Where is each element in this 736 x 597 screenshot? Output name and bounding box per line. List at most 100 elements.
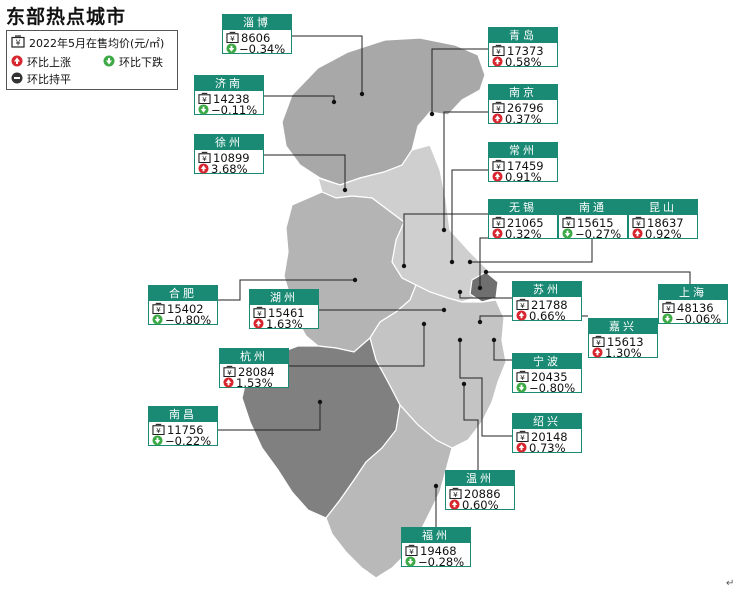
city-location-dot [429,111,435,117]
change-value: 3.68% [211,162,248,176]
change-value: 1.63% [266,317,303,331]
price-tag-icon: ¥ [492,44,505,58]
region-fujian [325,403,453,579]
price-row: ¥21788 [516,298,568,312]
city-location-dot [342,187,348,193]
price-tag-icon: ¥ [449,487,462,501]
svg-text:¥: ¥ [409,547,414,556]
leader-line [218,279,355,301]
price-row: ¥20148 [516,430,568,444]
change-row: −0.80% [516,382,575,395]
price-value: 15461 [268,306,305,320]
price-row: ¥28084 [223,365,275,379]
change-value: −0.06% [675,312,722,326]
region-zhejiang [369,284,507,449]
city-location-dot [477,319,483,325]
city-name: 昆山 [629,200,697,215]
change-row: 0.60% [449,499,499,512]
price-value: 14238 [213,92,250,106]
down-arrow-drop-icon [152,435,163,448]
price-row: ¥21065 [492,216,544,230]
leader-line [292,35,363,94]
price-value: 21788 [531,298,568,312]
price-row: ¥8606 [226,31,270,45]
city-card: 绍兴 ¥20148 0.73% [512,413,582,455]
price-tag-icon: ¥ [226,31,239,45]
price-tag-icon: ¥ [198,151,211,165]
price-tag-icon: ¥ [516,430,529,444]
leader-line [463,384,479,470]
city-card: 徐州 ¥10899 3.68% [194,134,264,176]
svg-text:¥: ¥ [227,368,232,377]
legend-price-label: 2022年5月在售均价(元/㎡) [29,36,165,50]
price-tag-icon: ¥ [11,34,25,51]
change-row: −0.34% [226,43,285,56]
city-card: 南昌 ¥11756 −0.22% [148,406,218,448]
city-card: 无锡 ¥21065 0.32% [488,199,558,241]
change-value: −0.27% [575,227,622,241]
legend-up-row: 环比上涨 [11,54,71,70]
svg-text:¥: ¥ [596,338,601,347]
svg-text:¥: ¥ [453,490,458,499]
city-name: 湖州 [250,290,318,305]
city-card: 常州 ¥17459 0.91% [488,142,558,184]
legend-flat-label: 环比持平 [27,73,71,86]
city-card: 湖州 ¥15461 1.63% [249,289,319,331]
city-location-dot [457,289,463,295]
price-row: ¥15402 [152,302,204,316]
legend-down-label: 环比下跌 [119,56,163,69]
legend-down-row: 环比下跌 [103,54,163,70]
price-value: 8606 [241,31,271,45]
svg-text:¥: ¥ [496,104,501,113]
city-name: 常州 [489,143,557,158]
change-value: 0.58% [505,55,542,69]
price-row: ¥10899 [198,151,250,165]
city-name: 嘉兴 [589,319,657,334]
price-row: ¥11756 [152,423,204,437]
price-value: 48136 [677,301,714,315]
change-row: 1.53% [223,377,273,390]
leader-line [431,48,488,114]
leader-line [486,271,691,284]
change-value: −0.22% [165,434,212,448]
svg-text:¥: ¥ [666,304,671,313]
down-arrow-drop-icon [152,314,163,327]
city-name: 福州 [402,528,470,543]
city-location-dot [401,263,407,269]
change-value: 0.91% [505,170,542,184]
leader-line [470,239,593,263]
city-card: 苏州 ¥21788 0.66% [512,281,582,323]
city-location-dot [352,277,358,283]
city-name: 合肥 [149,286,217,301]
city-card: 宁波 ¥20435 −0.80% [512,353,582,395]
minus-circle-icon [11,72,23,87]
page-title: 东部热点城市 [6,6,127,28]
change-value: 1.53% [236,376,273,390]
price-row: ¥48136 [662,301,714,315]
city-location-dot [449,259,455,265]
change-value: −0.34% [239,42,286,56]
price-value: 17373 [507,44,544,58]
city-card: 淄博 ¥8606 −0.34% [222,14,292,56]
city-location-dot [491,337,497,343]
svg-text:¥: ¥ [520,373,525,382]
region-shandong [281,37,486,186]
leader-lines [218,35,691,527]
up-arrow-drop-icon [492,113,503,126]
change-row: −0.06% [662,313,721,326]
up-arrow-drop-icon [516,442,527,455]
city-location-dot [461,381,467,387]
up-arrow-drop-icon [516,310,527,323]
price-row: ¥19468 [405,544,457,558]
return-mark: ↵ [726,578,735,589]
price-tag-icon: ¥ [516,298,529,312]
price-value: 15613 [607,335,644,349]
change-row: 1.30% [592,347,642,360]
leader-line [289,324,425,367]
change-row: 0.32% [492,228,542,241]
city-card: 嘉兴 ¥15613 1.30% [588,318,658,360]
price-value: 19468 [420,544,457,558]
price-value: 20435 [531,370,568,384]
up-arrow-drop-icon [253,318,264,331]
price-tag-icon: ¥ [492,101,505,115]
